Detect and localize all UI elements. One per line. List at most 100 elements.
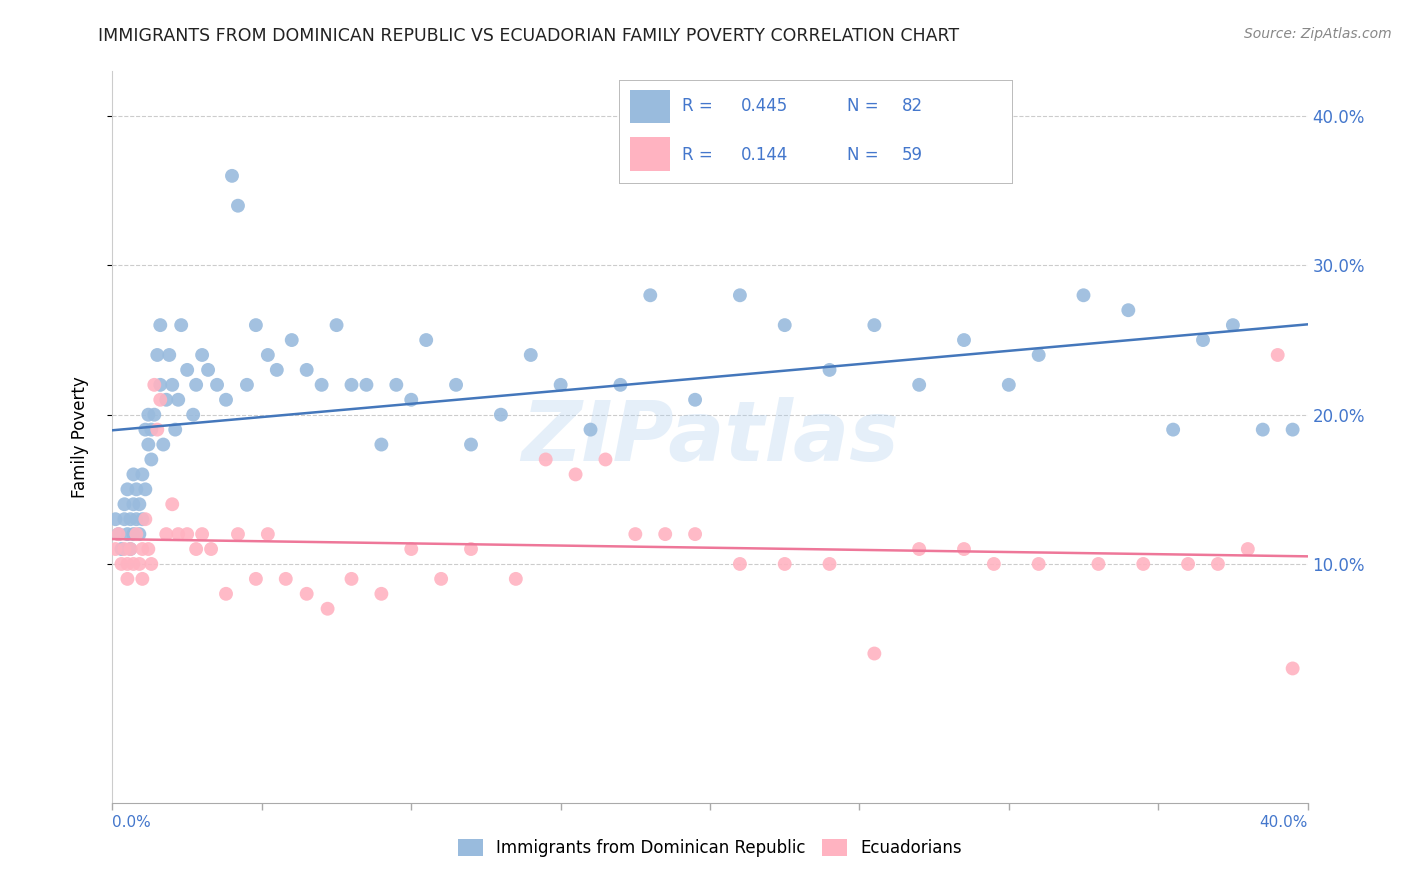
Point [953,542,976,557]
Point [430,572,453,586]
Point [340,572,363,586]
Text: N =: N = [846,97,884,115]
Point [818,363,841,377]
Point [401,542,423,557]
Point [128,557,150,571]
Point [141,452,163,467]
Point [1281,661,1303,675]
Point [953,333,976,347]
Point [609,377,631,392]
Text: IMMIGRANTS FROM DOMINICAN REPUBLIC VS ECUADORIAN FAMILY POVERTY CORRELATION CHAR: IMMIGRANTS FROM DOMINICAN REPUBLIC VS EC… [98,27,959,45]
Point [146,423,169,437]
Point [1251,423,1274,437]
Text: ZIPatlas: ZIPatlas [522,397,898,477]
Point [107,527,129,541]
Point [1192,333,1215,347]
Point [534,452,557,467]
Point [325,318,347,332]
Point [200,542,222,557]
Point [356,377,378,392]
Point [1118,303,1140,318]
Point [266,363,288,377]
Point [152,437,174,451]
Point [186,377,208,392]
Point [176,363,198,377]
Point [122,557,145,571]
Point [205,377,228,392]
Point [120,542,142,557]
Point [131,542,153,557]
Point [1073,288,1095,302]
Text: R =: R = [682,145,717,163]
Point [564,467,586,482]
Point [162,377,183,392]
Point [415,333,437,347]
Point [236,377,259,392]
Text: 82: 82 [903,97,924,115]
Point [257,348,280,362]
Point [370,437,392,451]
Point [131,572,153,586]
Point [176,527,198,541]
Point [1222,318,1244,332]
Point [340,377,363,392]
Point [370,587,392,601]
Bar [630,89,669,123]
Point [863,647,886,661]
Point [110,557,132,571]
Point [131,512,153,526]
Point [138,542,160,557]
Point [520,348,543,362]
Point [550,377,572,392]
Text: 59: 59 [903,145,924,163]
Point [122,497,145,511]
Point [170,318,193,332]
Point [114,542,135,557]
Point [215,392,238,407]
Point [146,348,169,362]
Point [165,423,187,437]
Point [505,572,527,586]
Point [683,392,706,407]
Point [122,467,145,482]
Text: 40.0%: 40.0% [1260,814,1308,830]
Point [186,542,208,557]
Point [191,527,214,541]
Text: 0.144: 0.144 [741,145,787,163]
Point [143,377,166,392]
Point [257,527,280,541]
Point [114,512,135,526]
Text: N =: N = [846,145,884,163]
Point [155,527,177,541]
Text: Source: ZipAtlas.com: Source: ZipAtlas.com [1244,27,1392,41]
Point [226,199,249,213]
Point [595,452,617,467]
Point [728,557,751,571]
Point [104,512,127,526]
Point [107,527,129,541]
Point [1237,542,1260,557]
Text: 0.445: 0.445 [741,97,787,115]
Point [579,423,602,437]
Point [134,483,156,497]
Point [117,483,139,497]
Point [149,392,172,407]
Point [125,527,148,541]
Point [683,527,706,541]
Point [998,377,1021,392]
Point [120,542,142,557]
Point [460,437,482,451]
Point [181,408,204,422]
Point [117,572,139,586]
Point [311,377,333,392]
Point [1281,423,1303,437]
Point [281,333,304,347]
Point [908,542,931,557]
Bar [630,136,669,170]
Point [122,527,145,541]
Point [167,527,190,541]
Point [316,601,339,615]
Point [773,318,796,332]
Point [1028,557,1050,571]
Point [134,423,156,437]
